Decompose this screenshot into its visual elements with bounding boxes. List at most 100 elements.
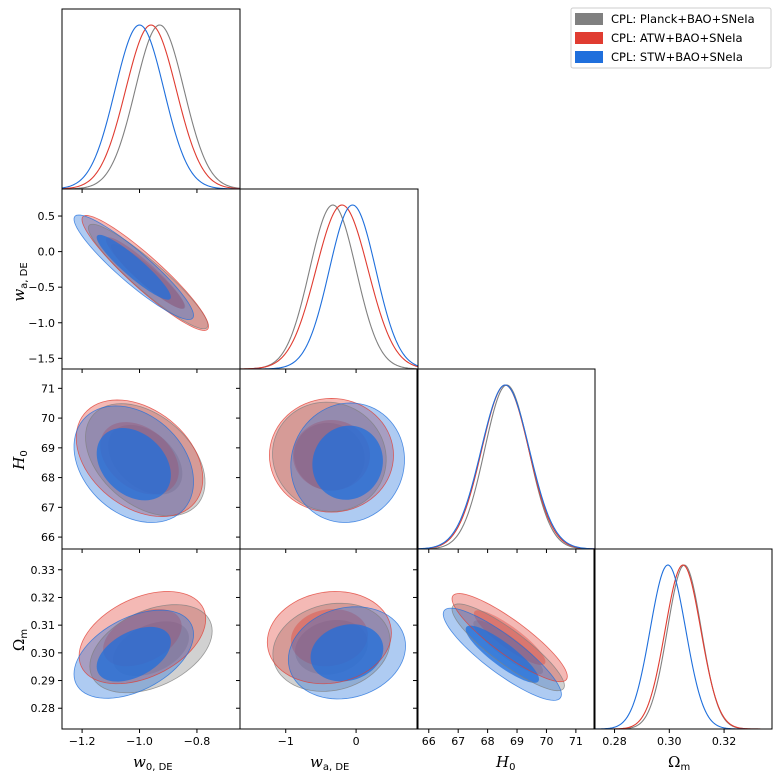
panel-frame-r3-c2 (416, 548, 596, 730)
ytick-label-H0-5: 71 (41, 382, 55, 395)
marginal-curve-stw-Om (594, 564, 772, 729)
contour-95-outline-planck-wa_w0 (87, 223, 209, 330)
panel-Om_wa-outlines (266, 591, 406, 700)
legend: CPL: Planck+BAO+SNeIa CPL: ATW+BAO+SNeIa… (570, 7, 772, 69)
ytick-label-wa-4: −1.5 (28, 352, 55, 365)
x-axis-label-Om: Ωm (668, 753, 690, 773)
contour-68-stw-wa_w0 (96, 234, 171, 300)
xtick-label-H0-2: 68 (481, 735, 495, 748)
ytick-label-wa-3: −1.0 (28, 317, 55, 330)
contour-95-outline-atw-wa_w0 (81, 215, 209, 331)
panel-H0_wa-outlines (269, 398, 405, 523)
panel-frame-r3-c1 (239, 548, 419, 730)
contour-95-outline-stw-H0_w0 (73, 405, 194, 523)
ytick-label-Om-0: 0.28 (31, 702, 56, 715)
marginal-curve-planck-wa (240, 204, 418, 369)
contour-95-outline-stw-Om_w0 (73, 609, 194, 699)
xtick-label-H0-1: 67 (451, 735, 465, 748)
xtick-label-w0-0: −1.2 (69, 735, 96, 748)
contour-95-outline-planck-H0_w0 (85, 403, 206, 517)
contour-95-outline-planck-H0_wa (272, 401, 387, 512)
panel-Om_wa-fills (267, 591, 406, 699)
ytick-label-wa-0: 0.5 (38, 210, 56, 223)
panel-wa_w0-fills (74, 214, 209, 331)
marginal-curve-atw-w0 (62, 24, 240, 189)
xtick-label-H0-4: 70 (539, 735, 553, 748)
ytick-label-Om-4: 0.32 (31, 591, 56, 604)
contour-95-atw-Om_H0 (452, 593, 568, 682)
panel-wa_w0-outlines (73, 214, 209, 331)
panel-frame-r3-c3 (593, 548, 773, 730)
contour-95-outline-stw-wa_w0 (73, 214, 194, 320)
panel-H0_w0-outlines (73, 399, 206, 523)
legend-swatch-planck (575, 13, 603, 25)
panel-Om_H0-fills (443, 593, 568, 701)
xtick-label-Om-0: 0.28 (602, 735, 627, 748)
legend-label-atw: CPL: ATW+BAO+SNeIa (611, 31, 743, 45)
legend-label-stw: CPL: STW+BAO+SNeIa (611, 50, 743, 64)
panel-H0_w0-fills (74, 399, 206, 523)
xtick-label-Om-2: 0.32 (712, 735, 737, 748)
legend-frame (570, 7, 772, 69)
contour-68-stw-H0_w0 (96, 428, 171, 501)
ytick-label-wa-1: 0.0 (38, 246, 56, 259)
ytick-label-Om-5: 0.33 (31, 564, 56, 577)
xtick-label-wa-0: −1 (278, 735, 294, 748)
contour-fill-layer (73, 214, 568, 701)
marginal-curve-planck-Om (594, 564, 772, 729)
ytick-label-wa-2: −0.5 (28, 281, 55, 294)
marginal-curve-planck-H0 (417, 384, 595, 549)
marginal-curve-stw-wa (240, 204, 418, 369)
y-axis-label-Om: Ωm (10, 629, 30, 651)
ytick-label-Om-1: 0.29 (31, 675, 56, 688)
contour-68-stw-Om_wa (310, 624, 384, 682)
xtick-label-H0-0: 66 (422, 735, 436, 748)
marginal-curve-planck-w0 (62, 24, 240, 189)
y-axis-label-wa: wa, DE (10, 262, 30, 301)
x-axis-label-wa: wa, DE (310, 753, 349, 773)
xtick-label-w0-2: −0.8 (184, 735, 211, 748)
contour-95-outline-stw-Om_H0 (442, 607, 562, 701)
contour-95-outline-atw-Om_H0 (451, 593, 568, 683)
x-axis-label-H0: H0 (495, 753, 515, 773)
marginal-curve-atw-H0 (417, 384, 595, 549)
marginal-curve-stw-H0 (417, 384, 595, 549)
legend-label-planck: CPL: Planck+BAO+SNeIa (611, 12, 755, 26)
xtick-label-w0-1: −1.0 (126, 735, 153, 748)
ytick-label-H0-0: 66 (41, 531, 55, 544)
xtick-label-wa-1: 0 (353, 735, 360, 748)
marginal-curve-stw-w0 (62, 24, 240, 189)
ytick-label-H0-1: 67 (41, 501, 55, 514)
ytick-label-H0-3: 69 (41, 442, 55, 455)
xtick-label-H0-5: 71 (569, 735, 583, 748)
marginal-H0 (417, 384, 595, 549)
ytick-label-H0-4: 70 (41, 412, 55, 425)
xtick-label-Om-1: 0.30 (657, 735, 682, 748)
contour-95-outline-atw-Om_wa (266, 591, 392, 685)
marginal-curve-atw-Om (594, 564, 772, 729)
legend-swatch-stw (575, 51, 603, 63)
tick-layer: −1.2 −1.0 −0.8 −1 0 66 67 68 69 70 71 0.28 0.30 0.32 0… (28, 189, 736, 748)
panel-frame-layer (61, 8, 773, 730)
contour-95-outline-planck-Om_w0 (89, 604, 213, 694)
panel-frame-r2-c2 (416, 368, 596, 550)
marginal-w0 (62, 24, 240, 189)
contour-68-stw-H0_wa (312, 425, 383, 500)
contour-68-stw-Om_H0 (465, 625, 539, 683)
x-axis-label-w0: w0, DE (133, 753, 173, 773)
contour-95-outline-planck-Om_wa (272, 602, 391, 692)
ytick-label-H0-2: 68 (41, 472, 55, 485)
contour-68-stw-Om_w0 (96, 626, 171, 682)
panel-Om_H0-outlines (442, 593, 568, 701)
contour-95-outline-atw-H0_w0 (75, 399, 204, 517)
contour-95-outline-atw-H0_wa (269, 398, 394, 513)
ytick-label-Om-3: 0.31 (31, 619, 56, 632)
legend-swatch-atw (575, 32, 603, 44)
xtick-label-H0-3: 69 (510, 735, 524, 748)
panel-Om_w0-fills (73, 591, 213, 699)
contour-95-outline-stw-Om_wa (287, 606, 406, 700)
y-axis-label-H0: H0 (10, 450, 30, 470)
contour-95-outline-stw-H0_wa (290, 402, 405, 523)
marginal-curve-atw-wa (240, 204, 418, 369)
